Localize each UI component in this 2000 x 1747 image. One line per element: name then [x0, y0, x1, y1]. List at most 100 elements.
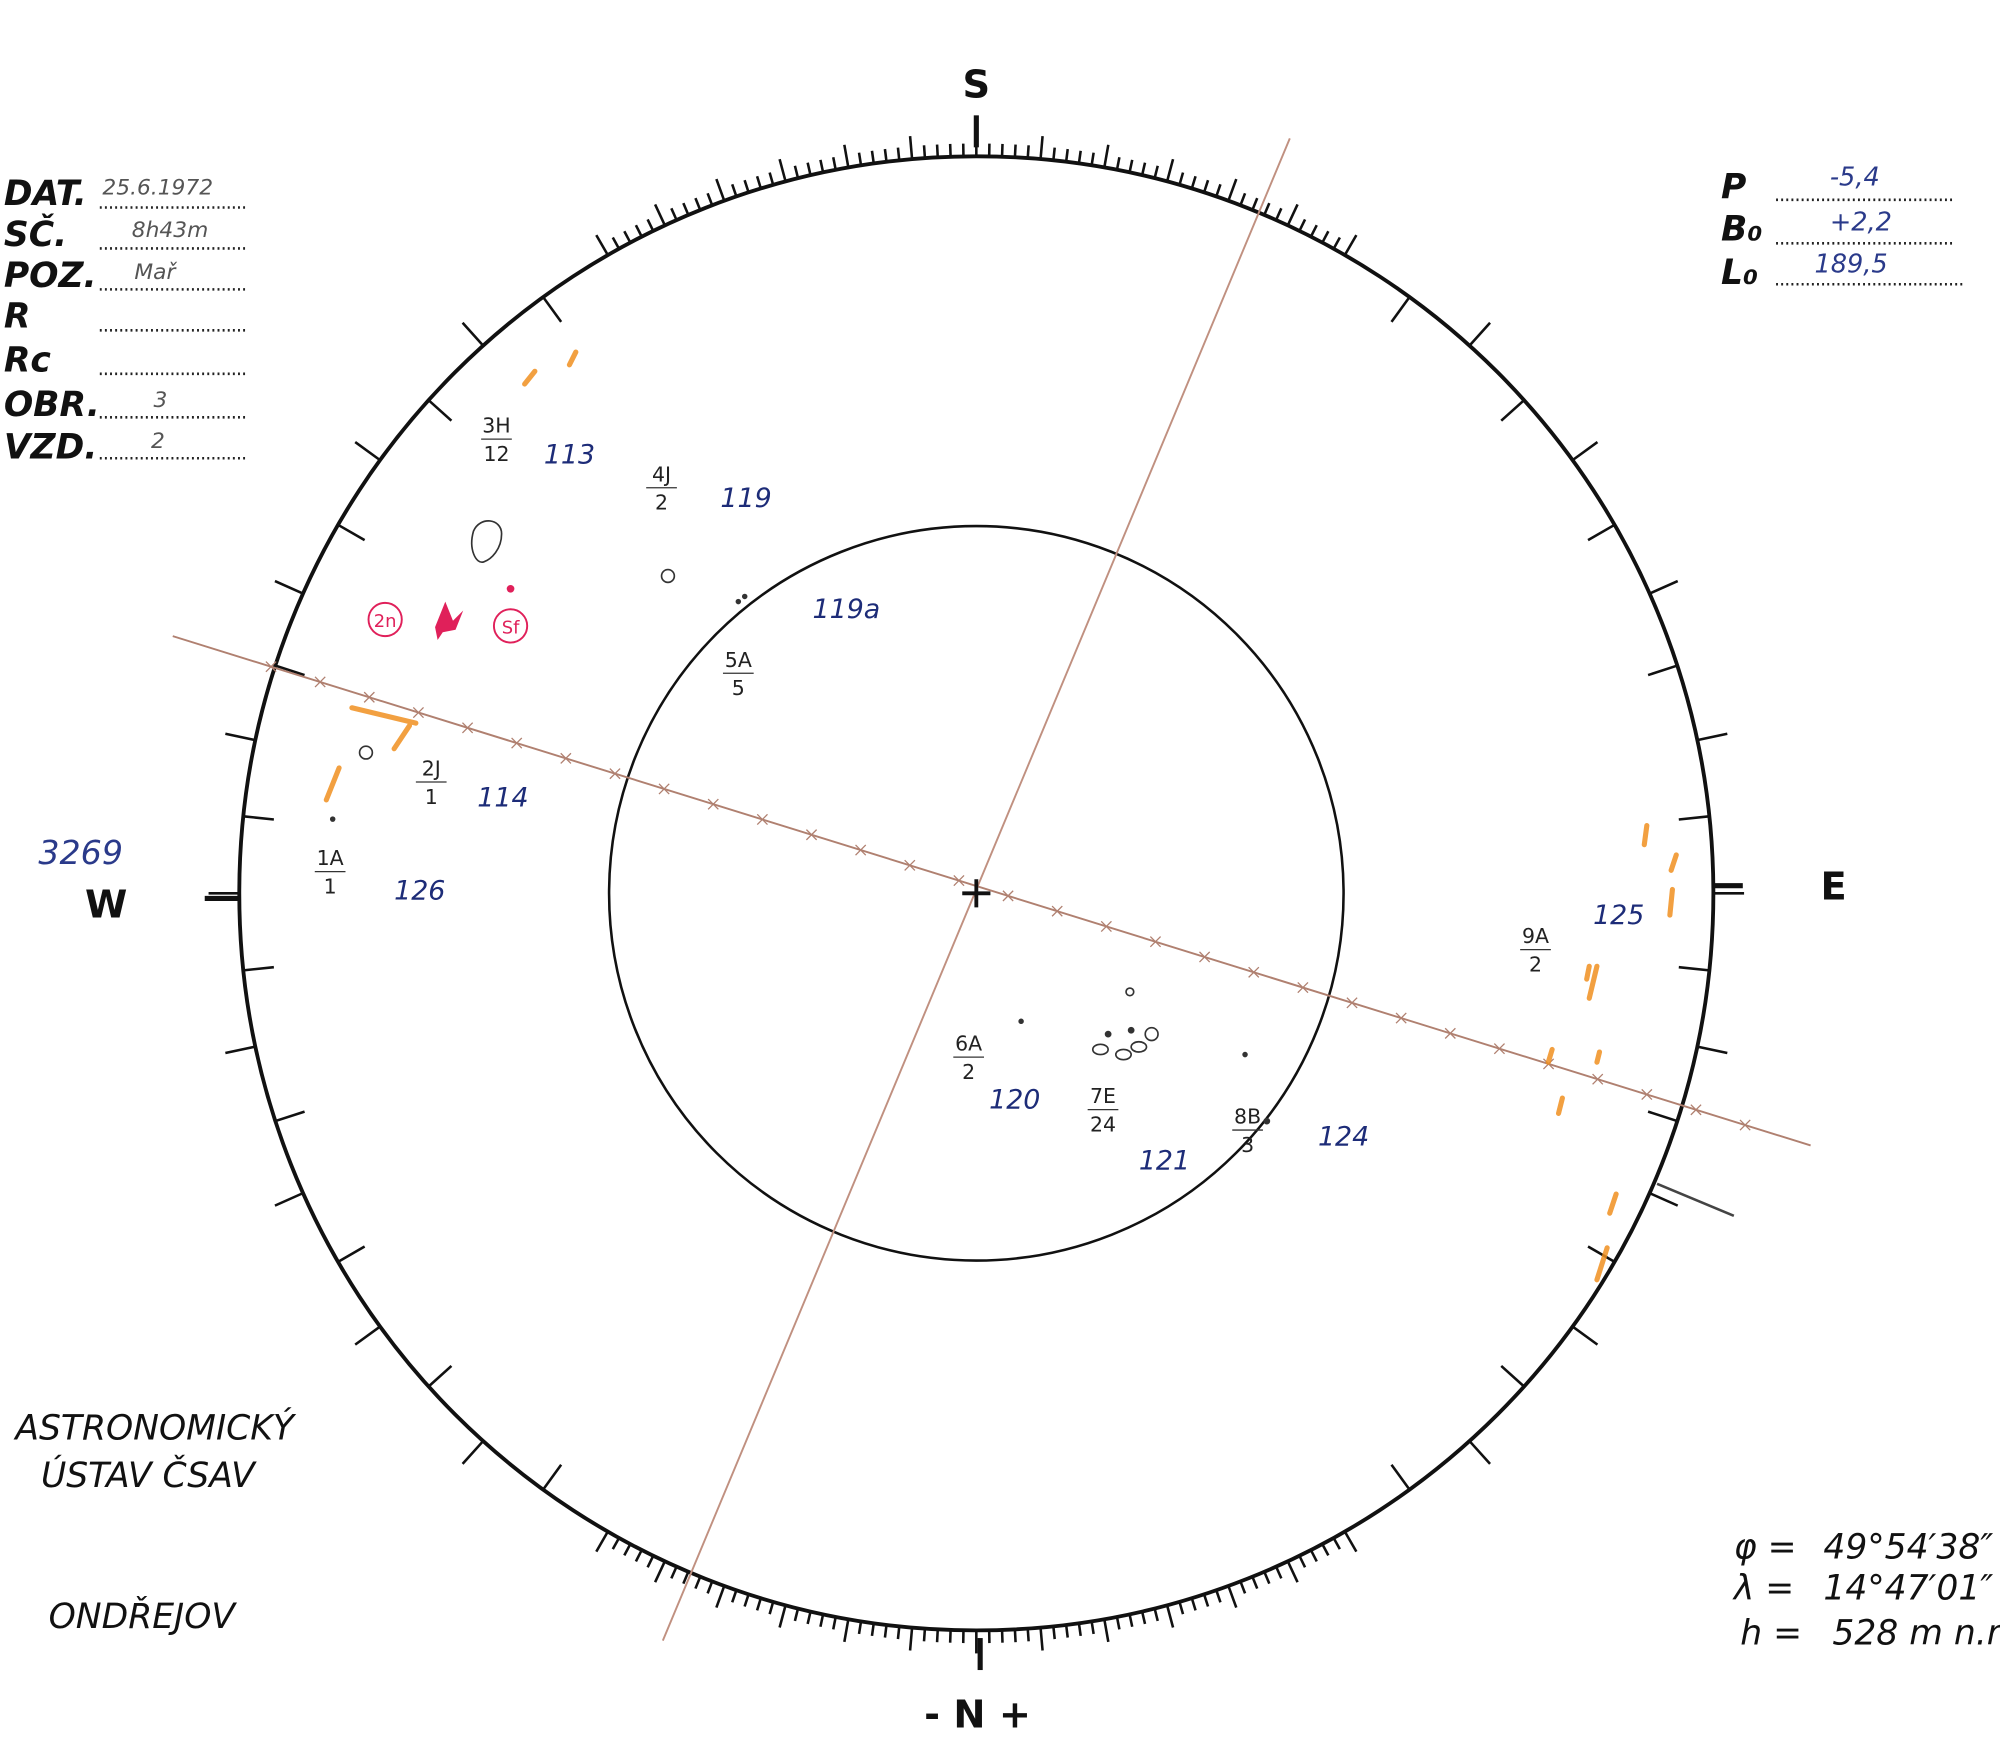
tick [1274, 1566, 1283, 1579]
dotted-lines [1776, 198, 1966, 286]
flare-circle [367, 601, 403, 638]
equator-cross [1100, 920, 1112, 932]
tick [1390, 296, 1411, 323]
tick [1647, 1110, 1678, 1123]
tick [1140, 162, 1147, 176]
equator-cross [1592, 1073, 1604, 1085]
tick [1039, 136, 1044, 160]
tick [1153, 165, 1159, 179]
tick [870, 150, 876, 164]
field-label: L₀ [1721, 253, 1758, 293]
tick [243, 815, 274, 821]
tick [1678, 815, 1710, 821]
equator-cross [363, 691, 375, 703]
equator-cross [1395, 1012, 1407, 1024]
tick [274, 664, 305, 677]
equator-cross [756, 813, 768, 826]
equator-cross [1493, 1043, 1505, 1055]
solar-limb [237, 154, 1716, 1633]
tick [1500, 399, 1525, 422]
header-left: DAT. 25.6.1972 SČ. 8h43m POZ. Mař R Rc O… [4, 174, 247, 467]
group-class: 2J [422, 757, 441, 781]
group-count: 12 [483, 442, 509, 466]
tick [1140, 1611, 1147, 1625]
tick [908, 136, 914, 160]
tick [1165, 1604, 1175, 1628]
equator-cross [560, 752, 572, 764]
tick [1202, 1593, 1210, 1607]
equator-cross [1444, 1027, 1456, 1039]
equator-cross [1641, 1088, 1653, 1101]
ticks [208, 133, 1745, 1654]
tick [337, 1245, 366, 1263]
tick [1468, 321, 1492, 347]
tick [831, 157, 837, 171]
group-number: 119a [813, 594, 881, 625]
tick [1468, 1440, 1492, 1465]
tick [1115, 157, 1121, 171]
tick [225, 1045, 256, 1055]
tick [1178, 172, 1185, 186]
tick [730, 183, 738, 197]
group-number: 120 [989, 1084, 1040, 1115]
tick [1298, 218, 1307, 232]
coord-symbol: h = [1740, 1613, 1802, 1653]
equator-cross [1739, 1119, 1751, 1131]
group-class: 5A [725, 648, 752, 672]
tick [1647, 664, 1678, 677]
tick [1064, 1624, 1069, 1638]
tick [1239, 192, 1247, 206]
tick [883, 148, 888, 162]
tick [682, 202, 690, 216]
tick [1263, 1571, 1271, 1585]
tick [1571, 1325, 1599, 1346]
tick [1026, 145, 1030, 159]
field-value: 2 [151, 429, 165, 454]
tick [1190, 1597, 1197, 1611]
tick [1251, 1576, 1259, 1590]
tick [857, 1621, 863, 1635]
header-right: P -5,4 B₀ +2,2 L₀ 189,5 [1721, 163, 1966, 293]
group-class: 1A [317, 846, 344, 870]
tick [1128, 1614, 1134, 1628]
compass-north: - N + [924, 1693, 1031, 1738]
tick [611, 236, 621, 250]
flare-label: 2n [374, 611, 397, 632]
field-value: 189,5 [1814, 250, 1887, 280]
equator-cross [1690, 1104, 1702, 1116]
tick [1332, 236, 1341, 250]
tick [922, 1628, 927, 1642]
tick [461, 321, 485, 347]
group-number: 124 [1318, 1121, 1369, 1152]
tick [908, 1627, 914, 1651]
tick [682, 1571, 690, 1585]
group-number: 125 [1593, 900, 1644, 931]
center-cross [962, 879, 991, 908]
tick [427, 1365, 453, 1388]
tick [670, 1566, 678, 1579]
tick [1251, 197, 1259, 211]
equator-cross [1199, 951, 1211, 963]
tick [819, 1614, 825, 1628]
place: ONDŘEJOV [49, 1596, 238, 1637]
tick [274, 1110, 305, 1123]
tick [1077, 1623, 1082, 1637]
tick [1153, 1608, 1159, 1622]
dotted-lines [99, 206, 247, 460]
equator-cross [609, 768, 621, 780]
tick [1649, 579, 1679, 595]
equator-cross [953, 875, 965, 887]
tick [1215, 1589, 1222, 1603]
tick [1103, 144, 1110, 168]
field-label: P [1721, 168, 1746, 208]
field-label: SČ. [4, 214, 67, 255]
tick [1571, 441, 1599, 462]
group-number: 121 [1139, 1146, 1190, 1177]
tick [1343, 1530, 1358, 1553]
coord-value: 49°54′38″ [1823, 1528, 1993, 1568]
coord-value: 528 m n.m. [1832, 1613, 2000, 1653]
tick [634, 224, 643, 238]
tick [1332, 1537, 1341, 1550]
